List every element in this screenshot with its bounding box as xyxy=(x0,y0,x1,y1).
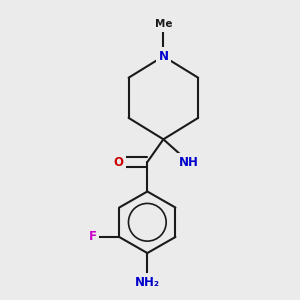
Text: NH: NH xyxy=(179,155,199,169)
Text: N: N xyxy=(158,50,168,63)
Text: O: O xyxy=(113,155,123,169)
Text: Me: Me xyxy=(154,19,172,29)
Text: NH₂: NH₂ xyxy=(135,276,160,289)
Text: F: F xyxy=(88,230,96,244)
